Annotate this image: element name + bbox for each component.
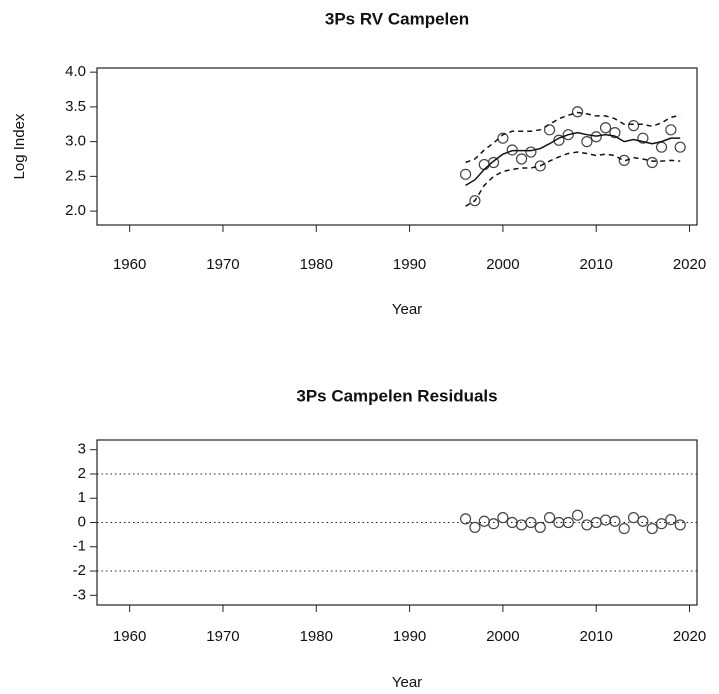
- data-point: [459, 513, 472, 525]
- y-tick-label: 2.0: [65, 202, 86, 219]
- data-point: [562, 129, 574, 141]
- data-point: [618, 154, 630, 166]
- y-tick-label: 0: [78, 513, 86, 530]
- data-point: [599, 122, 612, 134]
- data-point: [515, 153, 528, 165]
- y-tick-label: -3: [73, 586, 86, 603]
- x-tick-label: 2000: [486, 628, 519, 645]
- data-point: [609, 515, 621, 527]
- plot-frame: [96, 67, 698, 226]
- data-point: [674, 519, 686, 531]
- interval-line: [465, 151, 681, 207]
- x-tick-label: 2020: [673, 628, 706, 645]
- data-point: [497, 512, 509, 524]
- x-tick-label: 1980: [300, 628, 333, 645]
- data-point: [609, 127, 621, 139]
- data-point: [646, 156, 658, 169]
- data-point: [525, 516, 537, 529]
- x-tick-label: 2010: [580, 628, 613, 645]
- data-point: [571, 509, 584, 521]
- data-point: [497, 132, 509, 144]
- data-point: [618, 522, 630, 535]
- x-tick-label: 1990: [393, 628, 426, 645]
- x-tick-label: 1980: [300, 256, 333, 273]
- data-point: [534, 521, 546, 533]
- data-point: [590, 131, 602, 143]
- data-point: [674, 141, 686, 153]
- data-point: [525, 146, 537, 158]
- data-point: [627, 120, 640, 132]
- y-tick-label: 1: [78, 489, 86, 506]
- data-point: [469, 195, 481, 207]
- data-point: [459, 168, 472, 180]
- data-point: [581, 136, 593, 148]
- data-point: [469, 521, 481, 533]
- x-tick-label: 1960: [113, 628, 146, 645]
- data-point: [665, 513, 677, 526]
- y-tick-label: 3.5: [65, 98, 86, 115]
- data-point: [637, 515, 649, 527]
- interval-line: [465, 111, 681, 164]
- x-tick-label: 2000: [486, 256, 519, 273]
- x-tick-label: 1990: [393, 256, 426, 273]
- data-point: [487, 156, 500, 169]
- y-tick-label: 3.0: [65, 133, 86, 150]
- y-axis-label: Log Index: [11, 113, 28, 179]
- data-point: [571, 106, 584, 118]
- data-point: [562, 516, 574, 529]
- y-tick-label: -1: [73, 538, 86, 555]
- x-tick-label: 2020: [673, 256, 706, 273]
- data-point: [553, 516, 565, 529]
- x-tick-label: 1970: [206, 628, 239, 645]
- data-point: [487, 518, 500, 530]
- x-tick-label: 1960: [113, 256, 146, 273]
- data-point: [665, 124, 677, 136]
- data-point: [599, 514, 612, 526]
- data-point: [478, 158, 490, 171]
- chart-title: 3Ps RV Campelen: [325, 9, 469, 28]
- data-point: [655, 518, 668, 530]
- data-point: [627, 512, 640, 524]
- fit-line: [465, 131, 681, 187]
- data-point: [581, 519, 593, 531]
- chart-title: 3Ps Campelen Residuals: [296, 386, 497, 405]
- y-tick-label: 2.5: [65, 167, 86, 184]
- y-tick-label: 2: [78, 465, 86, 482]
- data-point: [543, 512, 556, 524]
- y-tick-label: 3: [78, 441, 86, 458]
- y-tick-label: -2: [73, 562, 86, 579]
- data-point: [534, 160, 546, 172]
- data-point: [478, 515, 490, 527]
- data-point: [655, 141, 668, 153]
- x-axis-label: Year: [392, 674, 422, 691]
- data-point: [646, 522, 658, 535]
- data-point: [515, 519, 528, 531]
- y-tick-label: 4.0: [65, 63, 86, 80]
- data-point: [553, 134, 565, 146]
- data-point: [637, 132, 649, 144]
- x-axis-label: Year: [392, 301, 422, 318]
- data-point: [543, 124, 556, 136]
- x-tick-label: 1970: [206, 256, 239, 273]
- x-tick-label: 2010: [580, 256, 613, 273]
